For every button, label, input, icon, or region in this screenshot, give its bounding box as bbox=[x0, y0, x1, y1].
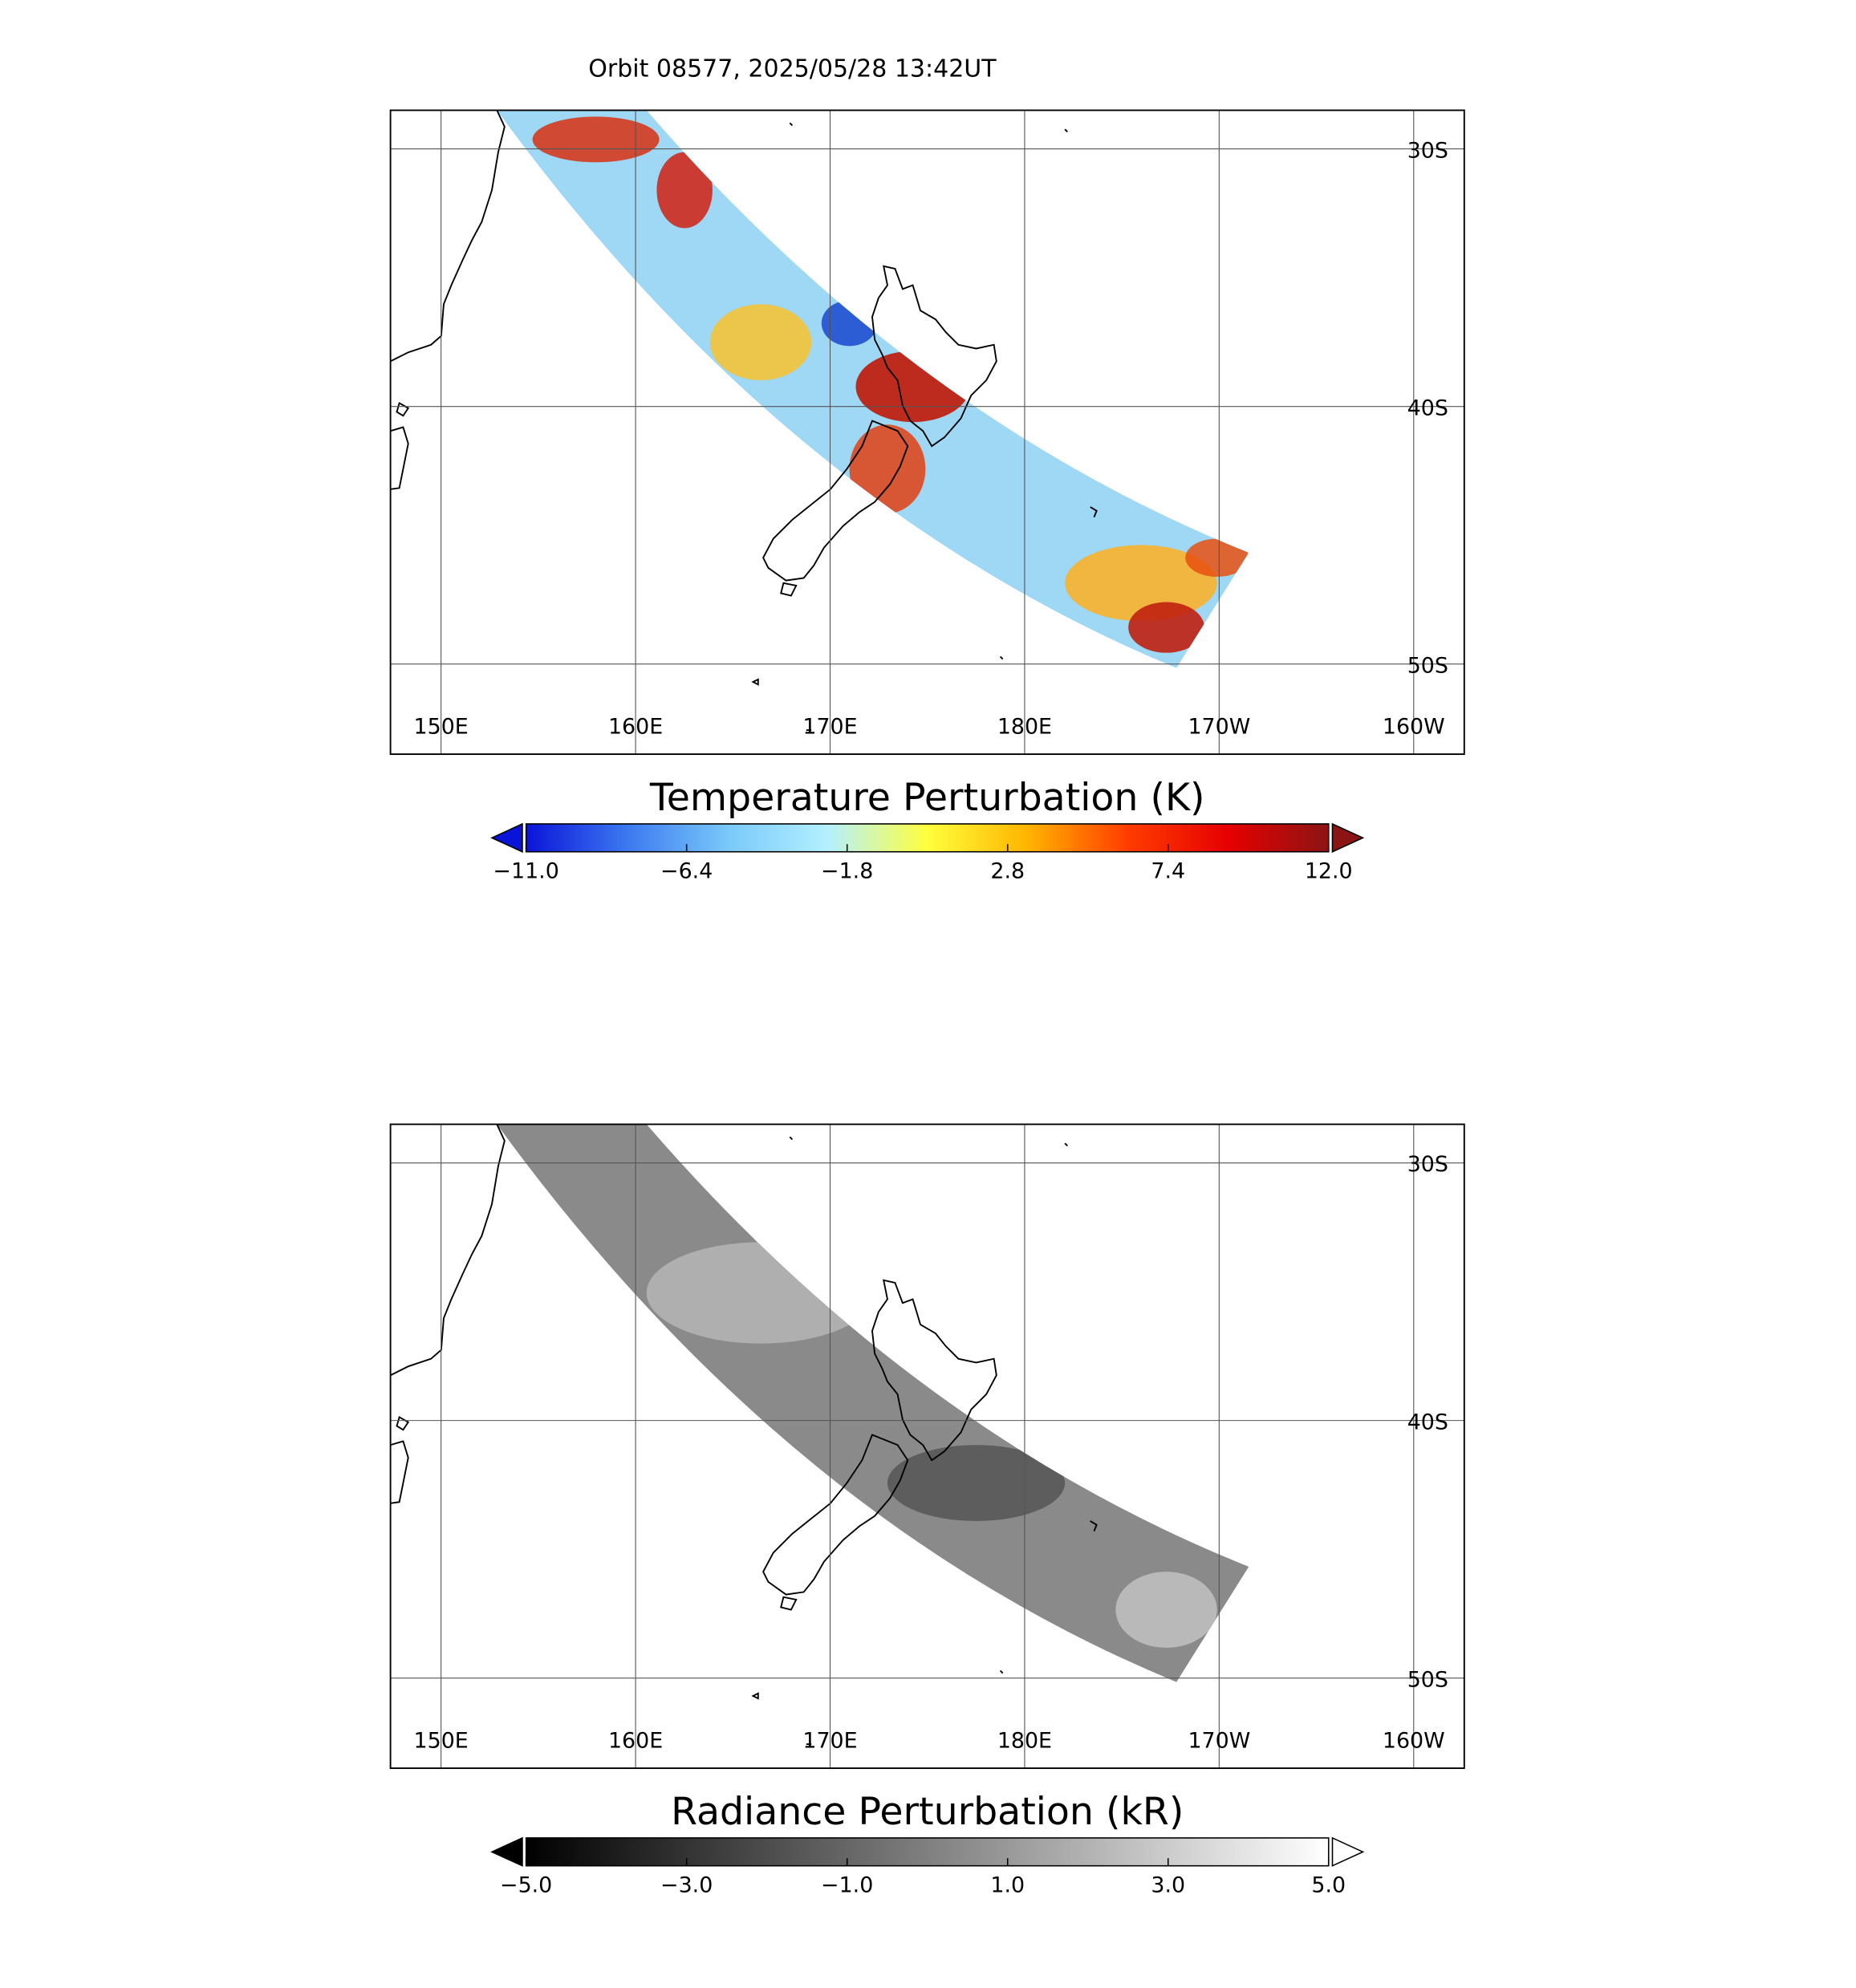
figure-title: Orbit 08577, 2025/05/28 13:42UT bbox=[588, 55, 997, 83]
x-tick-label: 160W bbox=[1383, 1728, 1445, 1753]
x-tick-label: 170E bbox=[802, 714, 857, 739]
colorbar-extend bbox=[1331, 822, 1365, 853]
colorbar-tick-label: −1.0 bbox=[821, 1872, 873, 1897]
x-tick-label: 160W bbox=[1383, 714, 1445, 739]
colorbar-tick-label: −1.8 bbox=[821, 859, 873, 884]
x-tick-label: 160E bbox=[608, 714, 663, 739]
colorbar-tick-label: 1.0 bbox=[990, 1872, 1025, 1897]
colorbar-tick-label: −3.0 bbox=[660, 1872, 713, 1897]
panel: 150E 160E 170E 180E 170W 160W 30S 40S 50S Radianc… bbox=[389, 1123, 1465, 1897]
colorbar-tick-label: 12.0 bbox=[1305, 859, 1353, 884]
colorbar bbox=[525, 823, 1330, 853]
map-frame bbox=[389, 1123, 1465, 1769]
colorbar-extend bbox=[1331, 1836, 1365, 1867]
map-frame bbox=[389, 109, 1465, 756]
colorbar-tick-label: −5.0 bbox=[500, 1872, 552, 1897]
colorbar-tick-label: 5.0 bbox=[1311, 1872, 1346, 1897]
colorbar bbox=[525, 1837, 1330, 1867]
colorbar-tick-label: −11.0 bbox=[493, 859, 559, 884]
colorbar-tick-label: 2.8 bbox=[990, 859, 1025, 884]
x-tick-label: 150E bbox=[414, 714, 469, 739]
x-tick-label: 160E bbox=[608, 1728, 663, 1753]
colorbar-title: Radiance Perturbation (kR) bbox=[671, 1790, 1184, 1834]
x-tick-label: 150E bbox=[414, 1728, 469, 1753]
colorbar-extend bbox=[490, 822, 523, 853]
y-tick-label: 40S bbox=[1407, 1410, 1448, 1434]
swath bbox=[497, 1124, 1249, 1682]
y-tick-label: 30S bbox=[1407, 138, 1448, 163]
x-tick-label: 170W bbox=[1188, 1728, 1250, 1753]
colorbar-title: Temperature Perturbation (K) bbox=[649, 776, 1205, 820]
x-tick-label: 170E bbox=[802, 1728, 857, 1753]
y-tick-label: 30S bbox=[1407, 1152, 1448, 1177]
x-tick-label: 180E bbox=[997, 714, 1052, 739]
y-tick-label: 50S bbox=[1407, 653, 1448, 678]
colorbar-tick-label: 3.0 bbox=[1151, 1872, 1185, 1897]
y-tick-label: 40S bbox=[1407, 396, 1448, 420]
panel: 150E 160E 170E 180E 170W 160W 30S 40S 50S Tempera… bbox=[389, 109, 1465, 884]
x-tick-label: 180E bbox=[997, 1728, 1052, 1753]
swath bbox=[497, 110, 1249, 668]
y-tick-label: 50S bbox=[1407, 1667, 1448, 1692]
colorbar-extend bbox=[490, 1836, 523, 1867]
x-tick-label: 170W bbox=[1188, 714, 1250, 739]
colorbar-tick-label: −6.4 bbox=[660, 859, 713, 884]
colorbar-tick-label: 7.4 bbox=[1151, 859, 1185, 884]
